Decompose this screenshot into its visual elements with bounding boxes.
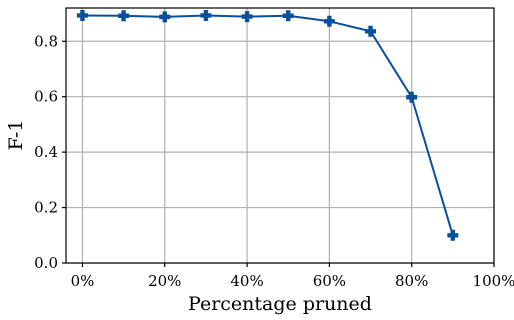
y-tick-label: 0.4 — [34, 143, 58, 161]
data-point-marker — [406, 91, 418, 103]
data-point-marker — [241, 11, 253, 23]
y-tick-label: 0.8 — [34, 32, 58, 50]
x-tick-label: 100% — [473, 272, 514, 290]
x-tick-label: 60% — [313, 272, 346, 290]
data-point-marker — [118, 10, 130, 22]
data-point-marker — [76, 9, 88, 21]
data-point-marker — [365, 25, 377, 37]
series-line — [82, 14, 454, 236]
axis-ticks: 0% 20% 40% 60% 80% 100% 0.0 0.2 0.4 0.6 0.8 — [34, 32, 514, 290]
x-tick-label: 20% — [148, 272, 181, 290]
x-axis-title: Percentage pruned — [188, 293, 372, 315]
data-point-marker — [323, 15, 335, 27]
plot-frame — [65, 7, 495, 264]
series-layer — [76, 9, 459, 241]
y-tick-label: 0.0 — [34, 254, 58, 272]
x-tick-label: 40% — [230, 272, 263, 290]
x-tick-label: 0% — [71, 272, 95, 290]
data-point-marker — [200, 9, 212, 21]
y-tick-label: 0.6 — [34, 88, 58, 106]
data-point-marker — [159, 11, 171, 23]
data-point-marker — [447, 229, 459, 241]
x-tick-label: 80% — [395, 272, 428, 290]
data-point-marker — [282, 10, 294, 22]
y-axis-title: F-1 — [5, 120, 27, 151]
grid — [66, 8, 495, 264]
y-tick-label: 0.2 — [34, 199, 58, 217]
